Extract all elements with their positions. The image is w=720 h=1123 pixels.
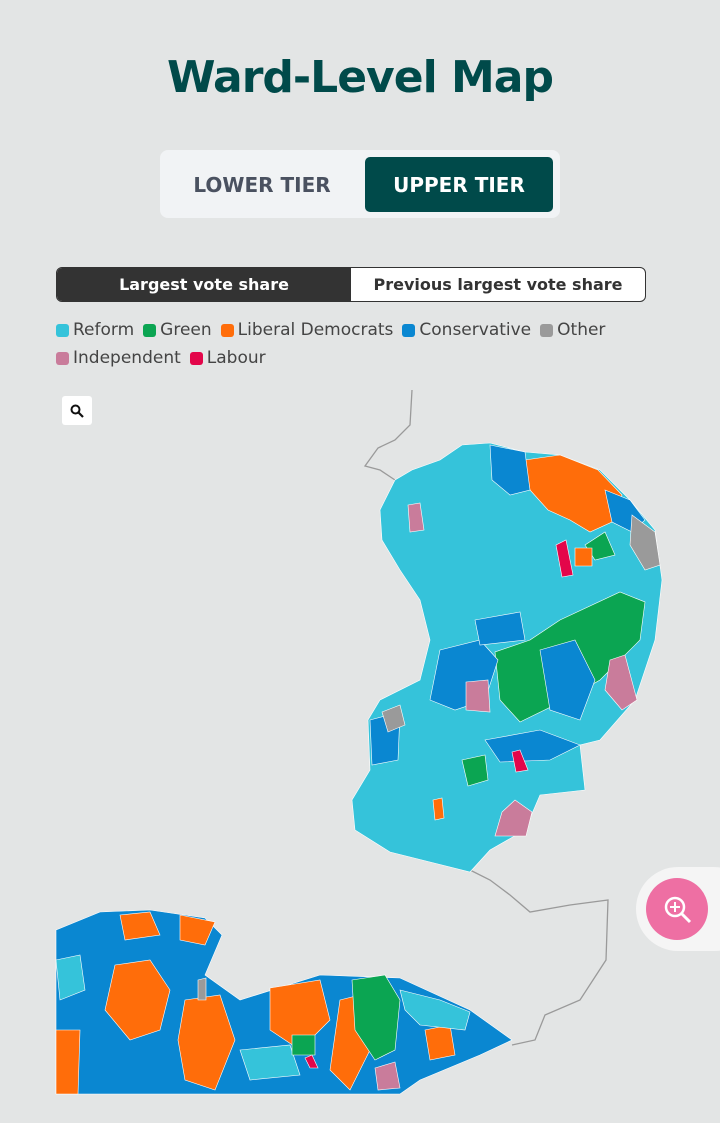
map-region	[432, 797, 445, 821]
legend-label: Green	[160, 320, 212, 340]
legend-label: Reform	[73, 320, 135, 340]
map-region	[555, 539, 574, 578]
zoom-icon	[680, 912, 692, 924]
map-region	[629, 514, 661, 571]
legend-swatch	[56, 323, 69, 337]
map-region	[399, 989, 471, 1031]
legend-swatch	[56, 351, 69, 365]
legend-label: Labour	[206, 348, 266, 368]
map-region	[381, 704, 406, 733]
legend-swatch	[189, 351, 203, 365]
zoom-icon	[664, 896, 686, 918]
tier-option[interactable]: UPPER TIER	[365, 157, 553, 212]
map-region	[407, 502, 425, 533]
coastline	[363, 389, 609, 1046]
regions	[55, 442, 663, 1095]
legend-item: Other	[540, 320, 605, 340]
map-region	[424, 1024, 456, 1061]
legend-item: Labour	[189, 348, 266, 368]
map-region	[524, 454, 623, 533]
map-region	[494, 799, 533, 837]
map-region	[604, 654, 638, 711]
legend-swatch	[220, 323, 234, 337]
legend-item: Conservative	[402, 320, 531, 340]
legend-label: Liberal Democrats	[237, 320, 394, 340]
tier-toggle: LOWER TIER UPPER TIER	[160, 150, 560, 218]
map-region	[351, 974, 401, 1061]
map-region	[197, 977, 207, 1001]
map-region	[104, 959, 171, 1041]
map-region	[55, 954, 86, 1001]
legend: Reform Green Liberal Democrats Conservative…	[56, 320, 656, 368]
map-region	[489, 444, 531, 496]
map-region	[374, 1061, 401, 1091]
view-option[interactable]: Largest vote share	[57, 268, 351, 301]
tier-option[interactable]: LOWER TIER	[193, 172, 331, 197]
legend-swatch	[143, 323, 157, 337]
map-region	[511, 749, 529, 773]
map-region	[239, 1044, 301, 1081]
legend-swatch	[540, 323, 554, 337]
map-region	[55, 1029, 81, 1095]
map-region	[574, 547, 593, 567]
legend-swatch	[402, 323, 416, 337]
legend-item: Green	[143, 320, 212, 340]
zoom-circle[interactable]	[646, 878, 708, 940]
title: Ward-Level Map	[167, 52, 554, 103]
map-region	[465, 679, 491, 713]
map-region	[461, 754, 489, 787]
view-toggle: Largest vote share Previous largest vote …	[56, 267, 646, 302]
legend-label: Independent	[73, 348, 181, 368]
search-button[interactable]	[62, 396, 92, 425]
map-region	[291, 1034, 316, 1056]
map-region	[484, 729, 581, 763]
search-icon	[70, 404, 84, 418]
map-region	[539, 639, 596, 721]
map-region	[474, 611, 526, 646]
legend-label: Conservative	[419, 320, 532, 340]
view-option[interactable]: Previous largest vote share	[373, 275, 623, 294]
legend-item: Liberal Democrats	[220, 320, 394, 340]
legend-item: Reform	[56, 320, 134, 340]
legend-label: Other	[557, 320, 606, 340]
legend-item: Independent	[56, 348, 181, 368]
map-region	[304, 1054, 319, 1069]
map-region	[119, 911, 161, 941]
zoom-button[interactable]	[646, 878, 708, 940]
map-region	[179, 914, 216, 946]
map-region	[177, 994, 236, 1091]
